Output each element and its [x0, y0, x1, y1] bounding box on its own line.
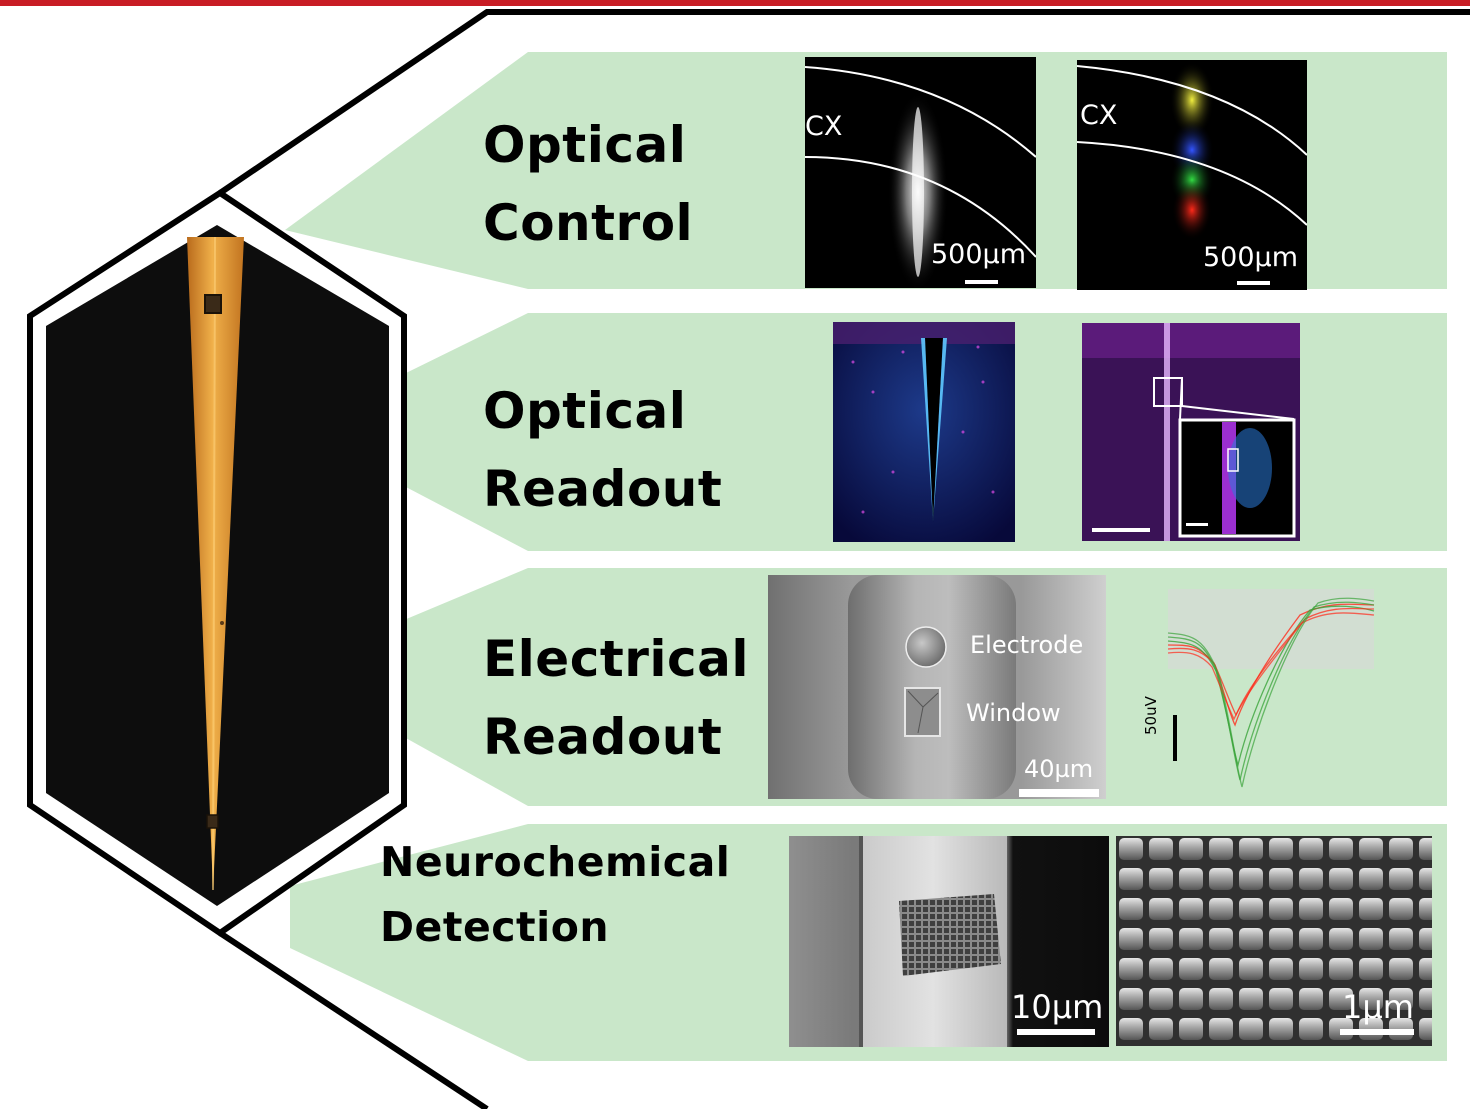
probe-fiber [187, 237, 244, 890]
scale-bar [1237, 281, 1270, 285]
waveform-scale-label: 50uV [1142, 696, 1160, 735]
label-optical-readout: Optical Readout [483, 386, 722, 514]
scale-bar-label: 40µm [1024, 755, 1094, 783]
image-neuro-sem-left: 10µm [789, 836, 1109, 1047]
label-line: Detection [380, 903, 610, 951]
scale-bar-label: 500µm [1203, 242, 1299, 273]
scale-bar-label: 1µm [1342, 988, 1414, 1026]
label-line: Control [483, 194, 694, 252]
region-label-cx: CX [1080, 100, 1118, 131]
label-optical-control: Optical Control [483, 120, 693, 248]
image-spike-waveforms: 50uV [1140, 575, 1385, 803]
top-accent-bar [0, 0, 1470, 6]
image-optical-control-left: CX 500µm [805, 57, 1036, 288]
scale-bar [1017, 1029, 1095, 1035]
label-line: Optical [483, 116, 687, 174]
scale-bar [965, 280, 998, 284]
label-line: Electrical [483, 630, 750, 688]
window-label: Window [966, 699, 1061, 727]
electrode-label: Electrode [970, 631, 1084, 659]
image-electrical-sem: Electrode Window 40µm [768, 575, 1106, 799]
scale-bar [1019, 789, 1099, 797]
image-optical-control-right: CX 500µm [1077, 60, 1307, 290]
scale-bar-label: 500µm [931, 239, 1027, 270]
region-label-cx: CX [805, 111, 843, 142]
label-electrical-readout: Electrical Readout [483, 634, 749, 762]
label-line: Neurochemical [380, 838, 731, 886]
image-optical-readout-right [1082, 323, 1300, 541]
label-line: Readout [483, 460, 723, 518]
label-neurochemical-detection: Neurochemical Detection [380, 842, 730, 948]
image-neuro-sem-right: 1µm [1116, 836, 1432, 1046]
scale-bar-label: 10µm [1011, 988, 1104, 1026]
image-optical-readout-left [833, 322, 1015, 542]
scale-bar [1340, 1029, 1414, 1035]
label-line: Optical [483, 382, 687, 440]
label-line: Readout [483, 708, 723, 766]
